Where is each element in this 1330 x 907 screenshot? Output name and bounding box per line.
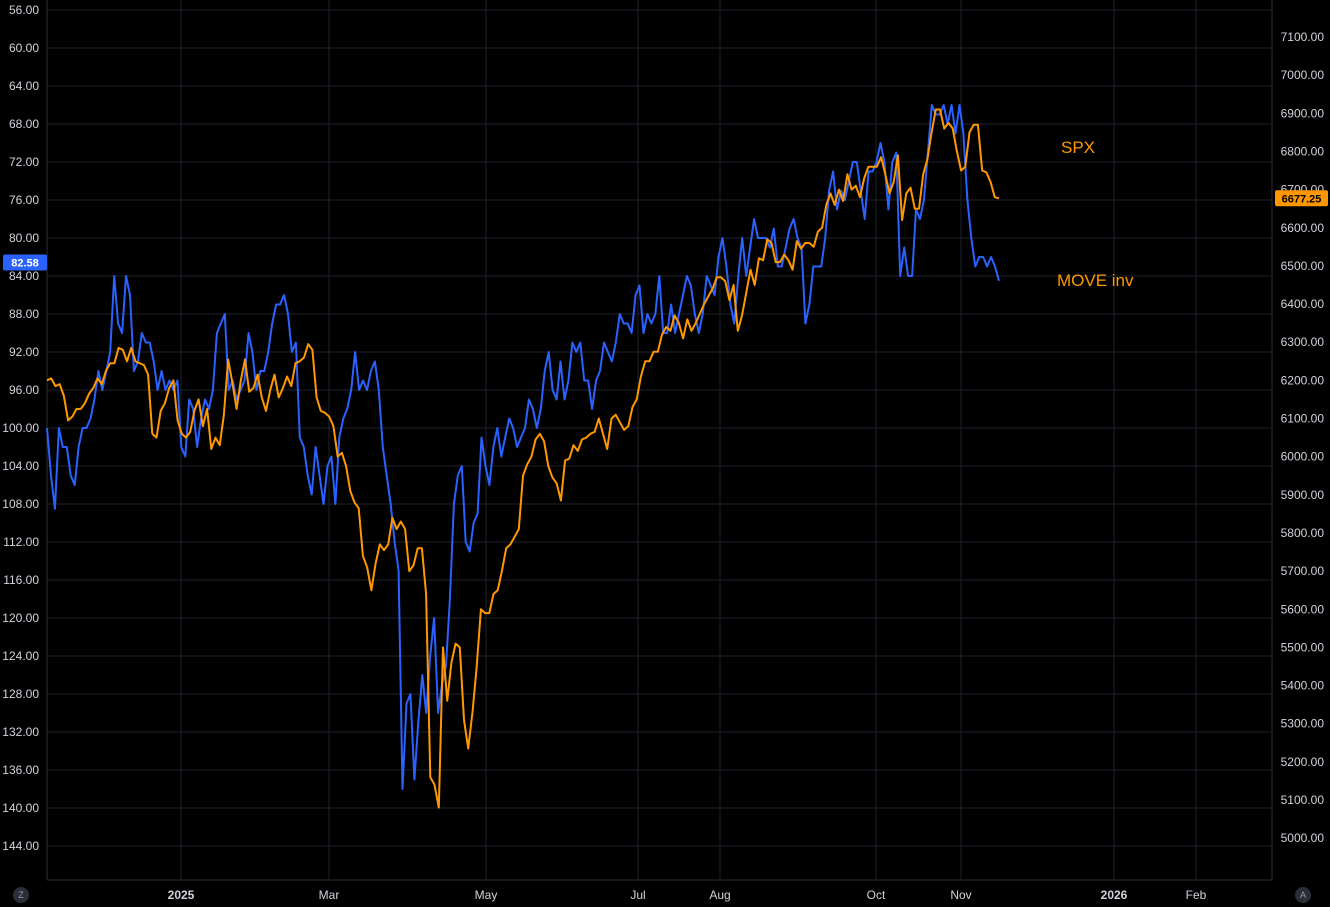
left-tick-label: 76.00 — [9, 193, 39, 207]
auto-scale-button[interactable]: A — [1295, 887, 1311, 903]
right-tick-label: 6500.00 — [1281, 259, 1325, 273]
right-tick-label: 6300.00 — [1281, 335, 1325, 349]
last-value-badges: 82.58 6677.25 — [3, 190, 1328, 271]
left-tick-label: 144.00 — [2, 839, 39, 853]
spx-last-value-badge — [1275, 190, 1328, 207]
time-tick-label: May — [475, 888, 498, 902]
time-tick-label: Aug — [709, 888, 730, 902]
left-tick-label: 120.00 — [2, 611, 39, 625]
left-tick-label: 96.00 — [9, 383, 39, 397]
time-tick-label: Mar — [319, 888, 340, 902]
left-tick-label: 80.00 — [9, 231, 39, 245]
left-tick-label: 116.00 — [3, 573, 39, 587]
left-tick-label: 140.00 — [2, 801, 39, 815]
right-tick-label: 6200.00 — [1281, 373, 1325, 387]
time-tick-label: Nov — [950, 888, 971, 902]
right-tick-label: 5400.00 — [1281, 679, 1325, 693]
right-tick-label: 6900.00 — [1281, 106, 1325, 120]
left-tick-label: 56.00 — [9, 3, 39, 17]
right-tick-label: 5100.00 — [1281, 793, 1325, 807]
timezone-toggle-button[interactable]: Z — [13, 887, 29, 903]
right-tick-label: 7100.00 — [1281, 30, 1325, 44]
move-last-value-badge — [3, 254, 47, 271]
left-tick-label: 104.00 — [2, 459, 39, 473]
move-series-label: MOVE inv — [1057, 271, 1134, 290]
time-axis[interactable]: 2025 Mar May Jul Aug Oct Nov 2026 Feb — [168, 888, 1207, 902]
time-tick-label: Feb — [1186, 888, 1207, 902]
left-tick-label: 92.00 — [9, 345, 39, 359]
right-tick-label: 5200.00 — [1281, 755, 1325, 769]
spx-series-label: SPX — [1061, 138, 1095, 157]
time-tick-label: Jul — [630, 888, 645, 902]
left-tick-label: 84.00 — [9, 269, 39, 283]
right-tick-label: 5600.00 — [1281, 602, 1325, 616]
right-tick-label: 5000.00 — [1281, 831, 1325, 845]
left-tick-label: 72.00 — [9, 155, 39, 169]
right-tick-label: 6600.00 — [1281, 221, 1325, 235]
left-tick-label: 112.00 — [3, 535, 39, 549]
right-tick-label: 6000.00 — [1281, 450, 1325, 464]
right-price-axis[interactable]: 7100.007000.006900.006800.006700.006600.… — [1281, 30, 1325, 845]
left-price-axis[interactable]: 56.00 60.00 64.00 68.00 72.00 76.00 80.00 84.00… — [2, 3, 39, 853]
chart-grid — [46, 0, 1273, 881]
right-tick-label: 5300.00 — [1281, 717, 1325, 731]
left-tick-label: 64.00 — [9, 79, 39, 93]
left-tick-label: 108.00 — [2, 497, 39, 511]
left-tick-label: 124.00 — [2, 649, 39, 663]
time-tick-label: 2025 — [168, 888, 195, 902]
left-tick-label: 60.00 — [9, 41, 39, 55]
left-tick-label: 68.00 — [9, 117, 39, 131]
right-tick-label: 7000.00 — [1281, 68, 1325, 82]
move-inv-line[interactable] — [46, 104, 1000, 790]
left-tick-label: 88.00 — [9, 307, 39, 321]
spx-line[interactable] — [46, 108, 1000, 809]
right-tick-label: 6400.00 — [1281, 297, 1325, 311]
left-tick-label: 132.00 — [2, 725, 39, 739]
left-tick-label: 128.00 — [2, 687, 39, 701]
time-tick-label: Oct — [867, 888, 886, 902]
right-tick-label: 5800.00 — [1281, 526, 1325, 540]
right-tick-label: 6100.00 — [1281, 412, 1325, 426]
right-tick-label: 5500.00 — [1281, 640, 1325, 654]
move-last-value-text: 82.58 — [11, 258, 39, 270]
left-tick-label: 100.00 — [2, 421, 39, 435]
left-tick-label: 136.00 — [2, 763, 39, 777]
right-tick-label: 6800.00 — [1281, 144, 1325, 158]
right-tick-label: 5900.00 — [1281, 488, 1325, 502]
right-tick-label: 5700.00 — [1281, 564, 1325, 578]
series-layer — [46, 104, 1000, 809]
time-tick-label: 2026 — [1101, 888, 1128, 902]
spx-last-value-text: 6677.25 — [1282, 193, 1322, 205]
